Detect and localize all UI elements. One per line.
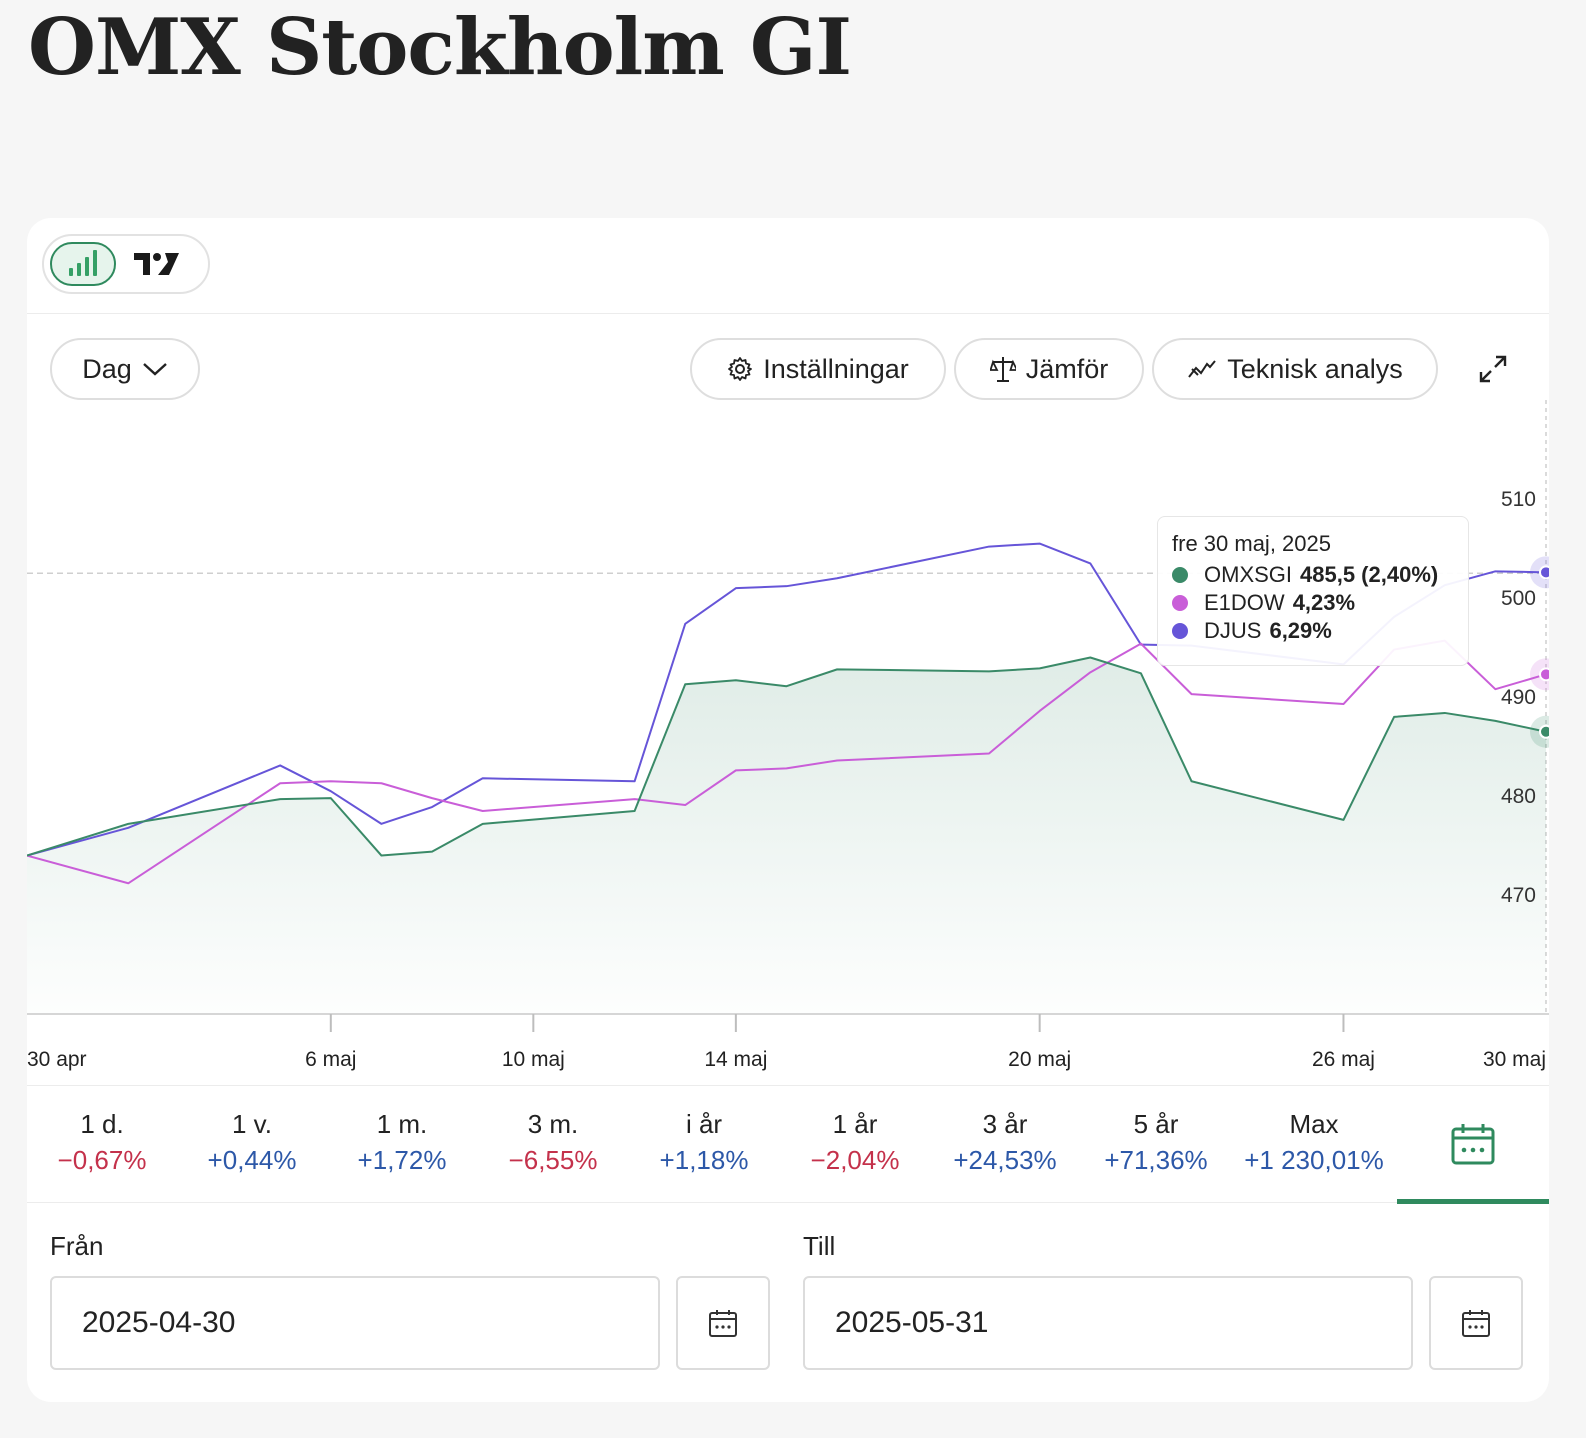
- period-label: 1 d.: [80, 1109, 124, 1139]
- period-change: −2,04%: [810, 1145, 900, 1175]
- x-tick-label: 26 maj: [1312, 1048, 1375, 1071]
- period-tab-1y[interactable]: 1 år −2,04%: [780, 1106, 930, 1178]
- gear-icon: [728, 357, 753, 381]
- series-marker-e1dow: [1539, 667, 1549, 682]
- period-label: i år: [685, 1109, 723, 1139]
- tooltip-row-djus: DJUS 6,29%: [1172, 617, 1454, 645]
- series-area-omxsgi: [27, 657, 1546, 1014]
- series-line-e1dow: [27, 639, 1547, 885]
- period-tabs: 1 d. −0,67% 1 v. +0,44% 1 m. +1,72% 3 m.…: [27, 1085, 1549, 1204]
- period-tab-5y[interactable]: 5 år +71,36%: [1081, 1106, 1231, 1178]
- period-label: 1 v.: [232, 1109, 272, 1139]
- calendar-icon: [1451, 1124, 1495, 1165]
- tooltip-row-e1dow: E1DOW 4,23%: [1172, 589, 1454, 617]
- trend-line-icon: [1188, 360, 1216, 378]
- bar-chart-icon[interactable]: [50, 242, 116, 286]
- chart-card: Dag Inställningar Jämför Teknisk analys …: [27, 218, 1549, 1402]
- period-label: 1 m.: [376, 1109, 428, 1139]
- period-tab-ytd[interactable]: i år +1,18%: [629, 1106, 779, 1178]
- technical-analysis-label: Teknisk analys: [1227, 353, 1403, 384]
- period-change: +1 230,01%: [1244, 1145, 1384, 1175]
- period-label: Max: [1289, 1109, 1339, 1139]
- y-tick-label: 480: [1501, 785, 1536, 808]
- period-label: 1 år: [832, 1109, 878, 1139]
- to-date-picker-button[interactable]: [1429, 1276, 1523, 1370]
- calendar-icon: [709, 1310, 737, 1337]
- to-label: Till: [803, 1231, 836, 1261]
- x-tick-label: 6 maj: [305, 1048, 356, 1071]
- series-dot-icon: [1172, 623, 1188, 639]
- tooltip-series-value: 6,29%: [1269, 618, 1332, 643]
- period-tab-1m[interactable]: 1 m. +1,72%: [327, 1106, 477, 1178]
- period-tab-1d[interactable]: 1 d. −0,67%: [27, 1106, 177, 1178]
- calendar-icon: [1462, 1310, 1490, 1337]
- series-dot-icon: [1172, 595, 1188, 611]
- tooltip-series-value: 4,23%: [1292, 590, 1356, 615]
- technical-analysis-button[interactable]: Teknisk analys: [1152, 338, 1438, 400]
- from-label: Från: [50, 1231, 104, 1261]
- x-tick-label: 14 maj: [704, 1048, 767, 1071]
- tooltip-date: fre 30 maj, 2025: [1172, 531, 1331, 556]
- custom-range-tab[interactable]: [1397, 1086, 1549, 1204]
- to-date-input[interactable]: [803, 1276, 1413, 1370]
- compare-label: Jämför: [1025, 353, 1109, 384]
- period-tab-1w[interactable]: 1 v. +0,44%: [177, 1106, 327, 1178]
- period-label: 3 m.: [527, 1109, 579, 1139]
- settings-label: Inställningar: [763, 353, 909, 384]
- interval-label: Dag: [82, 353, 132, 384]
- period-change: +1,18%: [659, 1145, 749, 1175]
- tradingview-icon[interactable]: [132, 250, 184, 278]
- tooltip-series-name: E1DOW: [1204, 590, 1285, 615]
- period-change: −0,67%: [57, 1145, 147, 1175]
- from-date-picker-button[interactable]: [676, 1276, 770, 1370]
- period-change: +24,53%: [953, 1145, 1057, 1175]
- x-tick-label: 20 maj: [1008, 1048, 1071, 1071]
- expand-icon[interactable]: [1477, 353, 1509, 385]
- scale-icon: [989, 357, 1016, 382]
- series-marker-omxsgi: [1539, 724, 1549, 739]
- period-change: +71,36%: [1104, 1145, 1208, 1175]
- toolbar-divider: [27, 313, 1549, 314]
- tooltip-series-name: DJUS: [1204, 618, 1262, 643]
- y-tick-label: 510: [1501, 488, 1536, 511]
- tooltip-series-name: OMXSGI: [1204, 562, 1293, 587]
- page-title: OMX Stockholm GI: [28, 2, 852, 93]
- y-tick-label: 490: [1501, 686, 1536, 709]
- y-tick-label: 470: [1501, 884, 1536, 907]
- tooltip-row-omxsgi: OMXSGI 485,5 (2,40%): [1172, 561, 1454, 589]
- series-dot-icon: [1172, 567, 1188, 583]
- period-tab-max[interactable]: Max +1 230,01%: [1224, 1106, 1404, 1178]
- period-label: 5 år: [1133, 1109, 1179, 1139]
- y-tick-label: 500: [1501, 587, 1536, 610]
- x-tick-label: 10 maj: [502, 1048, 565, 1071]
- compare-button[interactable]: Jämför: [954, 338, 1144, 400]
- interval-select[interactable]: Dag: [50, 338, 200, 400]
- series-marker-djus: [1539, 565, 1549, 580]
- tooltip-series-value: 485,5 (2,40%): [1300, 562, 1439, 587]
- period-change: +0,44%: [207, 1145, 297, 1175]
- period-change: −6,55%: [508, 1145, 598, 1175]
- chart-tooltip: fre 30 maj, 2025 OMXSGI 485,5 (2,40%) E1…: [1157, 516, 1469, 666]
- from-date-input[interactable]: [50, 1276, 660, 1370]
- period-tab-3y[interactable]: 3 år +24,53%: [930, 1106, 1080, 1178]
- settings-button[interactable]: Inställningar: [690, 338, 946, 400]
- x-tick-label: 30 apr: [27, 1048, 87, 1071]
- price-chart[interactable]: 470 480 490 500 510 30 apr 6 maj 10 maj 14 maj 20…: [27, 400, 1549, 1085]
- period-change: +1,72%: [357, 1145, 447, 1175]
- chart-view-toggle[interactable]: [42, 234, 210, 294]
- period-label: 3 år: [982, 1109, 1028, 1139]
- x-tick-label: 30 maj: [1483, 1048, 1546, 1071]
- period-tab-3m[interactable]: 3 m. −6,55%: [478, 1106, 628, 1178]
- series-line-omxsgi: [27, 656, 1547, 857]
- chevron-down-icon: [142, 363, 167, 376]
